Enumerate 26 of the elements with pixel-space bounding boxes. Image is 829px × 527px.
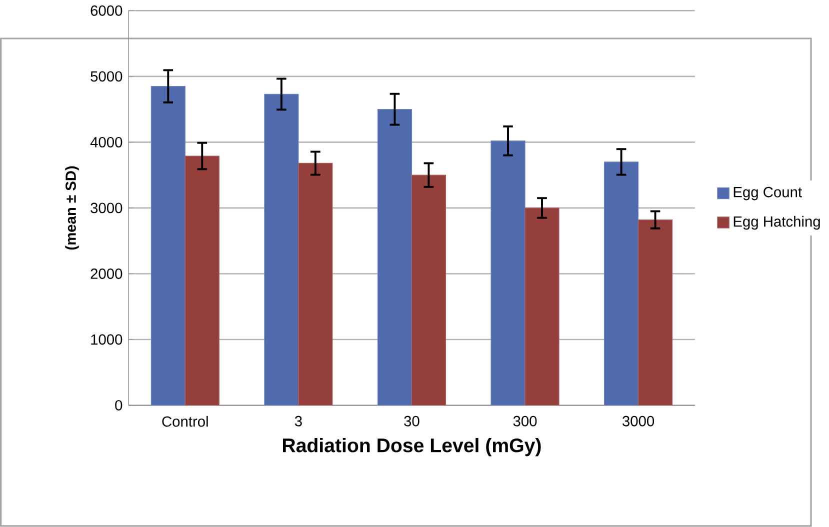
bar — [604, 162, 639, 406]
y-axis-title: (mean ± SD) — [65, 166, 79, 250]
bar — [150, 86, 186, 406]
x-tick-label: 300 — [513, 416, 537, 426]
x-axis-title: Radiation Dose Level (mGy) — [282, 438, 541, 456]
bar — [638, 220, 673, 406]
y-tick-label: 5000 — [90, 71, 122, 82]
bar — [264, 94, 299, 406]
x-tick-label: 30 — [404, 416, 420, 426]
bar — [298, 162, 333, 406]
y-tick-label: 1000 — [91, 334, 122, 345]
bar — [411, 174, 446, 406]
y-tick-label: 6000 — [90, 6, 122, 16]
legend-label: Egg Count — [734, 186, 802, 200]
y-tick-label: 0 — [115, 400, 122, 411]
y-tick-label: 3000 — [90, 202, 122, 214]
bar — [524, 208, 560, 406]
x-tick-label: Control — [162, 416, 208, 427]
bar — [184, 156, 220, 406]
legend-label: Egg Hatching — [734, 216, 820, 230]
x-tick-label: 3000 — [622, 416, 654, 426]
x-tick-label: 3 — [294, 416, 302, 426]
bar — [377, 109, 412, 406]
y-tick-label: 4000 — [90, 137, 122, 148]
bar — [490, 140, 526, 406]
y-tick-label: 2000 — [90, 268, 122, 280]
